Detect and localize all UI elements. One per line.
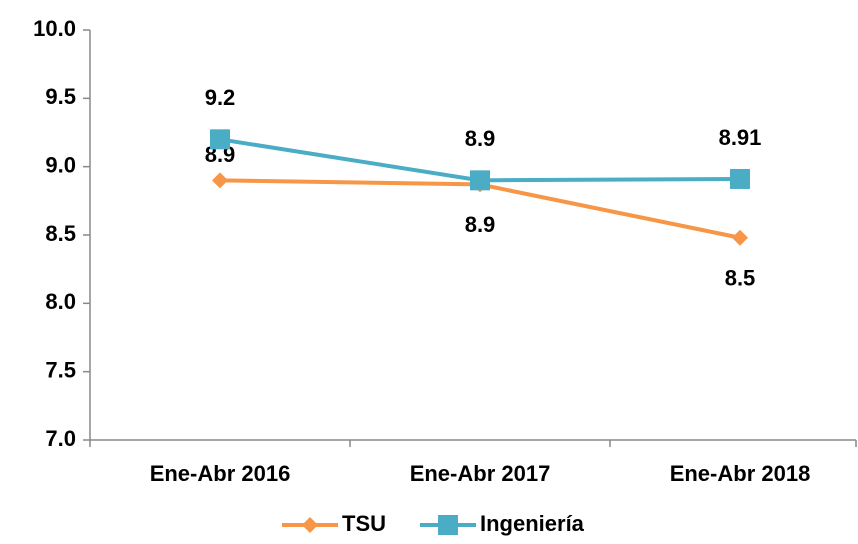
x-tick-label: Ene-Abr 2018: [670, 461, 811, 486]
marker: [212, 172, 228, 189]
y-tick-label: 9.0: [45, 152, 76, 177]
marker: [732, 229, 748, 246]
data-label: 8.9: [465, 126, 496, 151]
marker: [302, 517, 318, 533]
x-tick-label: Ene-Abr 2016: [150, 461, 291, 486]
y-tick-label: 8.5: [45, 221, 76, 246]
y-tick-label: 9.5: [45, 84, 76, 109]
y-tick-label: 7.0: [45, 426, 76, 451]
data-label: 8.5: [725, 266, 756, 291]
y-tick-label: 7.5: [45, 357, 76, 382]
data-label: 8.91: [719, 125, 762, 150]
marker: [438, 515, 458, 535]
y-tick-label: 10.0: [33, 16, 76, 41]
legend-label: TSU: [342, 511, 386, 536]
marker: [210, 129, 230, 150]
marker: [730, 168, 750, 189]
marker: [470, 170, 490, 191]
y-tick-label: 8.0: [45, 289, 76, 314]
data-label: 8.9: [465, 212, 496, 237]
legend-label: Ingeniería: [480, 511, 585, 536]
x-tick-label: Ene-Abr 2017: [410, 461, 551, 486]
data-label: 9.2: [205, 85, 236, 110]
